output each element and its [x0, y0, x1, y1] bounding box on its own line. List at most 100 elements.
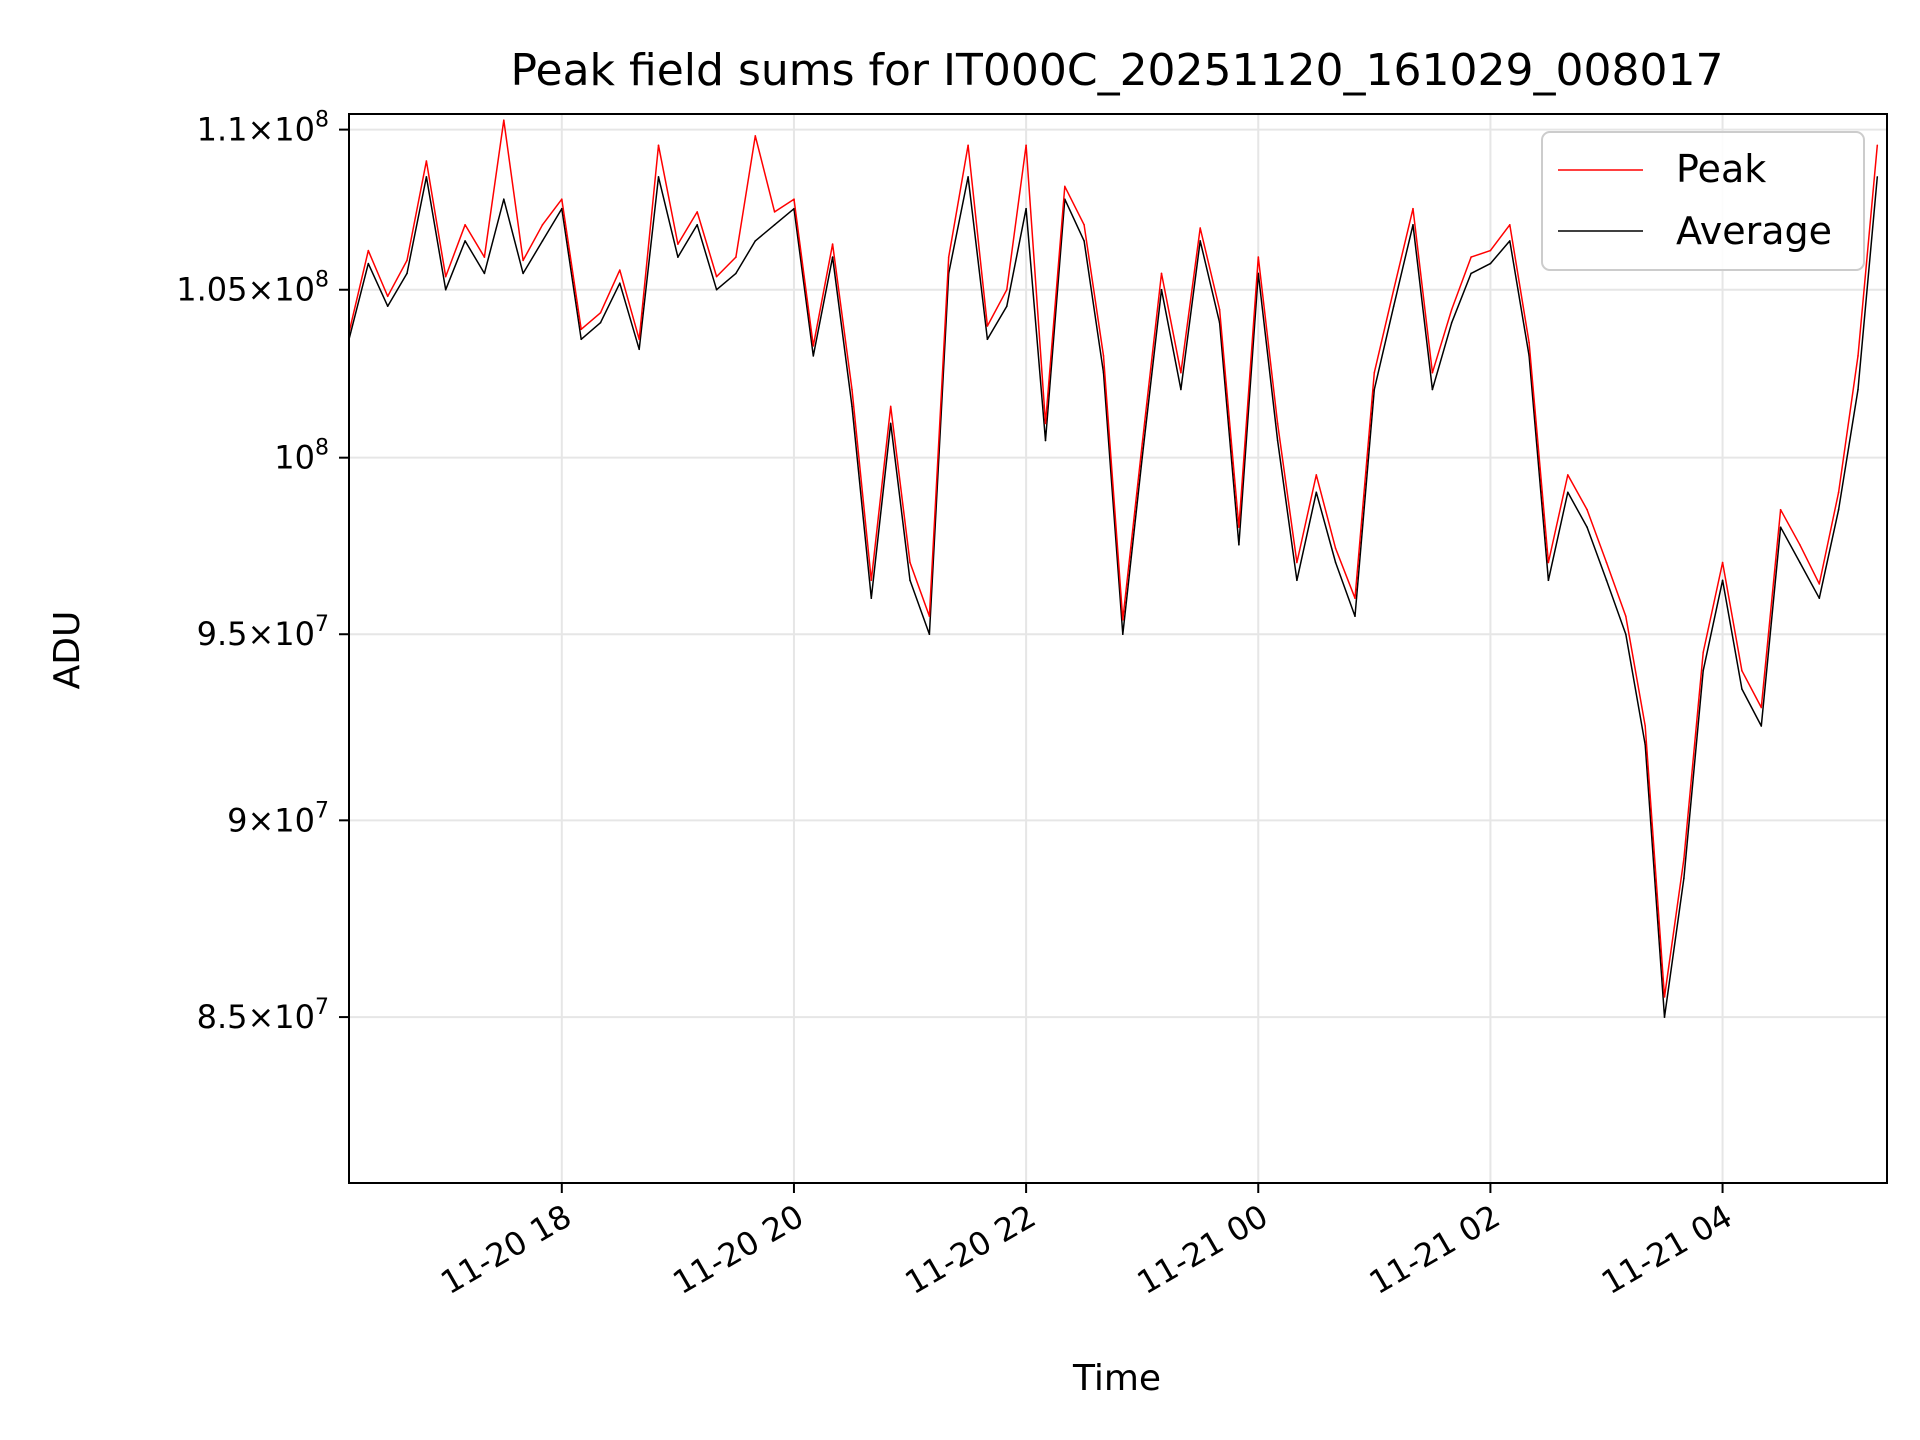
data-point	[541, 240, 544, 242]
y-tick-label: 1.1×108	[197, 108, 329, 149]
data-point	[522, 259, 524, 262]
data-point	[851, 388, 853, 391]
data-point	[1799, 561, 1801, 564]
data-point	[1373, 388, 1376, 391]
data-point	[754, 135, 757, 137]
data-point	[1064, 185, 1066, 188]
data-point	[986, 325, 989, 327]
x-axis-label: Time	[1072, 1358, 1161, 1399]
data-point	[870, 579, 873, 582]
data-point	[1354, 615, 1356, 617]
y-tick-label: 8.5×107	[197, 995, 329, 1036]
data-point	[1083, 224, 1085, 226]
data-point	[580, 338, 582, 341]
data-point	[735, 272, 737, 275]
data-point	[1025, 144, 1027, 147]
data-point	[1818, 583, 1821, 585]
data-point	[1160, 272, 1163, 275]
data-point	[1857, 355, 1859, 357]
data-point	[1876, 176, 1879, 178]
data-point	[1489, 262, 1492, 265]
data-point	[1373, 371, 1376, 374]
data-point	[1470, 256, 1472, 258]
series-line-peak	[348, 119, 1879, 998]
legend: Peak Average	[1541, 131, 1865, 271]
data-point	[367, 249, 370, 252]
data-point	[1837, 508, 1840, 511]
data-point	[1663, 996, 1666, 998]
data-point	[1799, 544, 1801, 546]
data-point	[425, 176, 428, 178]
data-point	[909, 561, 911, 564]
data-point	[1044, 422, 1047, 425]
y-tick-label: 1.05×108	[176, 268, 329, 309]
data-point	[1122, 619, 1124, 621]
data-point	[812, 345, 815, 347]
data-point	[1741, 669, 1743, 672]
data-point	[1218, 308, 1221, 311]
data-point	[386, 295, 389, 298]
data-point	[367, 262, 370, 265]
data-point	[1199, 227, 1201, 229]
data-point	[1334, 561, 1337, 564]
data-point	[1276, 439, 1279, 442]
data-point	[715, 288, 718, 291]
data-point	[696, 224, 698, 226]
data-point	[1257, 256, 1260, 258]
data-point	[1683, 877, 1685, 879]
data-point	[1567, 491, 1569, 494]
series-line-average	[348, 176, 1879, 1018]
data-point	[619, 282, 621, 285]
data-point	[967, 176, 969, 178]
data-point	[1006, 305, 1008, 308]
data-point	[1450, 321, 1453, 324]
data-point	[947, 256, 950, 258]
data-point	[1857, 388, 1859, 391]
data-point	[1122, 633, 1124, 635]
chart-title: Peak field sums for IT000C_20251120_1610…	[511, 45, 1724, 96]
data-point	[1141, 456, 1143, 459]
data-point	[1567, 474, 1569, 476]
data-point	[1702, 669, 1704, 672]
y-tick-label: 9.5×107	[197, 612, 329, 653]
data-point	[812, 355, 815, 357]
data-point	[1818, 597, 1821, 599]
data-point	[793, 207, 795, 210]
data-point	[619, 269, 621, 271]
data-point	[677, 243, 679, 245]
data-point	[638, 348, 640, 351]
data-point	[1741, 688, 1743, 690]
data-point	[503, 119, 505, 121]
data-point	[1412, 224, 1414, 226]
data-point	[561, 198, 563, 200]
data-point	[1528, 341, 1530, 344]
data-point	[1586, 526, 1588, 528]
data-point	[1509, 240, 1511, 242]
data-point	[386, 305, 389, 308]
legend-label-average: Average	[1676, 209, 1832, 253]
data-point	[1412, 207, 1414, 210]
data-point	[1160, 288, 1163, 291]
data-point	[1586, 508, 1588, 511]
series-average	[348, 176, 1879, 1018]
data-point	[522, 272, 524, 275]
data-point	[1315, 491, 1318, 494]
data-point	[464, 224, 466, 226]
data-point	[831, 243, 834, 245]
data-point	[1547, 579, 1550, 582]
data-point	[406, 272, 408, 275]
data-point	[889, 405, 892, 408]
data-point	[1625, 633, 1627, 635]
data-point	[793, 198, 795, 200]
data-point	[1489, 249, 1492, 252]
data-point	[696, 211, 698, 213]
data-point	[1625, 615, 1627, 617]
data-point	[1296, 561, 1298, 564]
data-point	[928, 615, 931, 617]
data-point	[1876, 144, 1879, 147]
data-point	[1025, 207, 1027, 210]
data-point	[1683, 858, 1685, 860]
data-point	[1509, 224, 1511, 226]
data-point	[1721, 579, 1724, 582]
